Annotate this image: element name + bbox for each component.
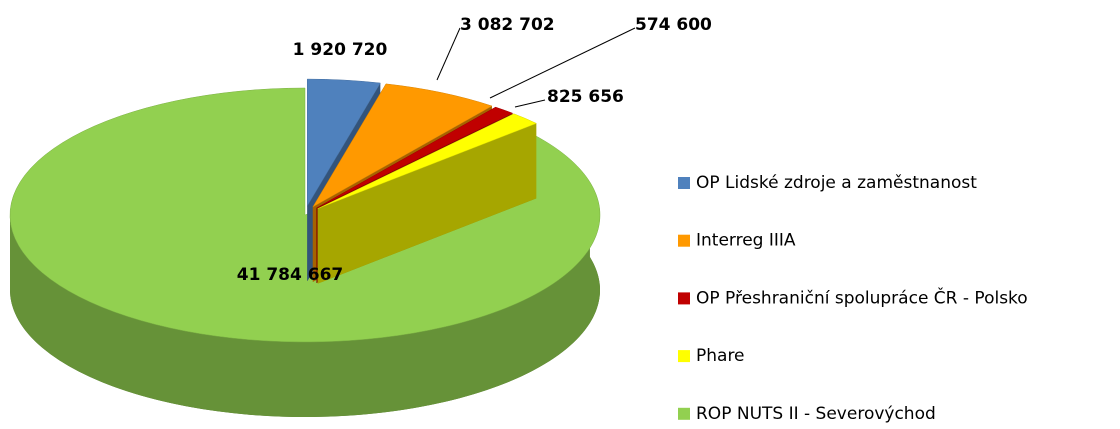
legend-swatch	[678, 350, 690, 363]
leader-line	[489, 27, 636, 99]
value-label: 574 600	[635, 15, 712, 35]
value-label: 3 082 702	[460, 15, 555, 35]
legend-label: Phare	[696, 346, 745, 366]
value-label: 41 784 667	[237, 265, 343, 285]
slice	[312, 83, 493, 208]
legend-swatch	[678, 292, 690, 305]
value-label: 1 920 720	[293, 40, 388, 60]
legend-label: Interreg IIIA	[696, 231, 796, 251]
slice	[317, 113, 537, 209]
legend-swatch	[678, 407, 690, 420]
legend-label: OP Lidské zdroje a zaměstnanost	[696, 173, 977, 193]
leader-line	[436, 27, 461, 81]
slice	[306, 78, 381, 207]
legend-swatch	[678, 234, 690, 247]
leader-line	[514, 99, 546, 108]
slice-side	[10, 182, 601, 418]
legend-swatch	[678, 177, 690, 189]
value-label: 825 656	[547, 87, 624, 107]
slice-cut	[317, 123, 537, 284]
legend-label: OP Přeshraniční spolupráce ČR - Polsko	[696, 286, 1028, 308]
slice	[316, 106, 514, 209]
slice	[9, 87, 601, 343]
legend-label: ROP NUTS II - Severovýchod	[696, 404, 936, 424]
